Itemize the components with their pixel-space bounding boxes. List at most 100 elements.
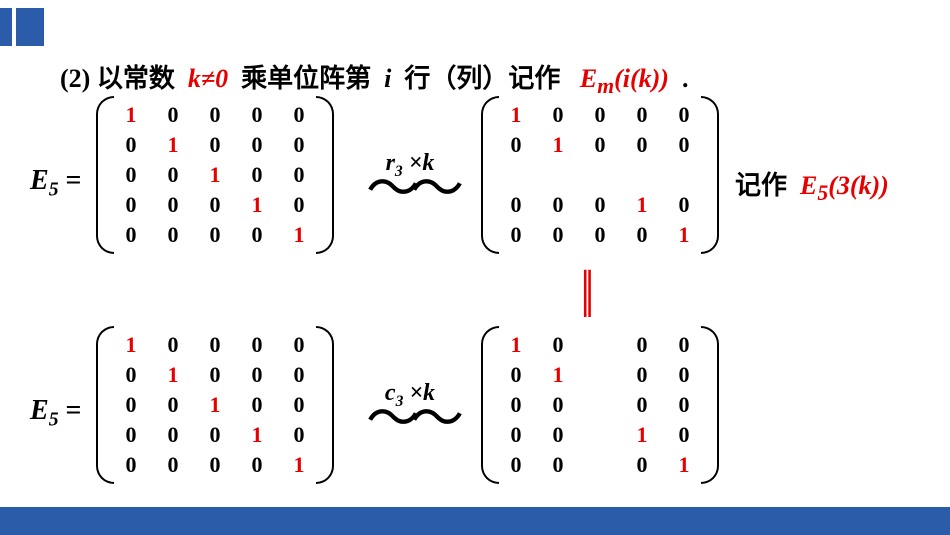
matrix-cell: 0 xyxy=(110,420,152,450)
matrix-cell: 0 xyxy=(236,130,278,160)
E5-3k: E5(3(k)) xyxy=(800,171,889,200)
matrix-cell: 0 xyxy=(152,160,194,190)
paren-r xyxy=(701,326,719,484)
matrix-cell: 0 xyxy=(495,190,537,220)
matrix-cell: 0 xyxy=(110,220,152,250)
matrix-cell: 0 xyxy=(579,100,621,130)
matrix-table: 1000001000001000001000001 xyxy=(110,100,320,250)
matrix-cell: 0 xyxy=(495,220,537,250)
matrix-cell: 0 xyxy=(152,330,194,360)
matrix-cell: 0 xyxy=(495,420,537,450)
matrix-cell: 0 xyxy=(537,390,579,420)
matrix-cell: 0 xyxy=(278,130,320,160)
matrix-cell: 0 xyxy=(110,130,152,160)
matrix-cell: 1 xyxy=(663,450,705,480)
matrix-cell: 0 xyxy=(621,390,663,420)
paren-l xyxy=(96,96,114,254)
title-seg2: 乘单位阵第 xyxy=(241,64,371,93)
matrix-cell: 0 xyxy=(236,330,278,360)
matrix-cell: 1 xyxy=(152,130,194,160)
matrix-cell: 0 xyxy=(194,420,236,450)
matrix-cell: 0 xyxy=(621,220,663,250)
matrix-cell: 0 xyxy=(537,450,579,480)
matrix-cell: 0 xyxy=(194,100,236,130)
corner-decoration xyxy=(0,8,44,46)
deco-sq xyxy=(16,8,44,46)
matrix-cell: 0 xyxy=(236,160,278,190)
matrix-cell: 1 xyxy=(495,100,537,130)
matrix-cell: 0 xyxy=(278,420,320,450)
E5-label-col: E5 = xyxy=(30,395,81,432)
title-seg1: 以常数 xyxy=(97,64,175,93)
matrix-result-col: 10000100000000100001 xyxy=(495,330,705,480)
title-period: . xyxy=(682,64,689,93)
matrix-cell: 0 xyxy=(663,390,705,420)
matrix-E5-identity-1: 1000001000001000001000001 xyxy=(110,100,320,250)
matrix-cell: 0 xyxy=(152,100,194,130)
matrix-cell: 1 xyxy=(110,100,152,130)
matrix-cell: 0 xyxy=(621,130,663,160)
matrix-cell: 1 xyxy=(495,330,537,360)
matrix-cell: 1 xyxy=(236,420,278,450)
matrix-cell: 0 xyxy=(278,190,320,220)
matrix-cell: 0 xyxy=(663,100,705,130)
paren-r xyxy=(701,96,719,254)
matrix-cell: 1 xyxy=(537,130,579,160)
matrix-cell: 0 xyxy=(621,100,663,130)
matrix-cell: 0 xyxy=(579,220,621,250)
paren-r xyxy=(316,326,334,484)
k-neq-zero: k≠0 xyxy=(188,64,228,93)
matrix-cell xyxy=(579,450,621,480)
matrix-cell: 0 xyxy=(278,330,320,360)
matrix-cell: 1 xyxy=(663,220,705,250)
matrix-cell: 0 xyxy=(621,360,663,390)
matrix-cell: 0 xyxy=(278,360,320,390)
matrix-cell xyxy=(579,160,621,190)
footer-bar xyxy=(0,507,950,535)
matrix-cell: 0 xyxy=(194,450,236,480)
paren-r xyxy=(316,96,334,254)
matrix-cell: 0 xyxy=(110,160,152,190)
matrix-cell: 0 xyxy=(194,130,236,160)
matrix-cell: 0 xyxy=(663,330,705,360)
matrix-cell: 1 xyxy=(110,330,152,360)
matrix-cell: 0 xyxy=(663,190,705,220)
matrix-cell xyxy=(579,390,621,420)
matrix-cell: 0 xyxy=(152,390,194,420)
matrix-cell: 0 xyxy=(278,100,320,130)
matrix-cell: 0 xyxy=(663,130,705,160)
matrix-cell: 0 xyxy=(537,330,579,360)
paren-l xyxy=(481,96,499,254)
matrix-cell: 1 xyxy=(621,190,663,220)
matrix-cell xyxy=(663,160,705,190)
matrix-cell: 1 xyxy=(537,360,579,390)
matrix-cell xyxy=(495,160,537,190)
index-i: i xyxy=(384,64,391,93)
matrix-cell: 0 xyxy=(194,220,236,250)
matrix-cell: 0 xyxy=(236,390,278,420)
matrix-cell: 0 xyxy=(537,190,579,220)
matrix-cell: 0 xyxy=(495,390,537,420)
matrix-cell xyxy=(537,160,579,190)
matrix-cell: 0 xyxy=(579,130,621,160)
matrix-cell: 1 xyxy=(278,220,320,250)
matrix-cell: 1 xyxy=(194,160,236,190)
matrix-cell: 0 xyxy=(236,220,278,250)
matrix-cell: 0 xyxy=(194,190,236,220)
vertical-equals: || xyxy=(580,260,589,319)
matrix-cell: 0 xyxy=(495,130,537,160)
matrix-cell: 0 xyxy=(278,390,320,420)
tilde-icon: 〜〜 xyxy=(350,181,470,197)
matrix-cell: 0 xyxy=(152,420,194,450)
matrix-result-row: 10000010000001000001 xyxy=(495,100,705,250)
matrix-cell: 1 xyxy=(152,360,194,390)
matrix-cell: 0 xyxy=(110,360,152,390)
matrix-cell: 0 xyxy=(152,450,194,480)
matrix-cell: 0 xyxy=(236,100,278,130)
matrix-cell xyxy=(579,420,621,450)
matrix-cell: 0 xyxy=(537,220,579,250)
matrix-table: 10000010000001000001 xyxy=(495,100,705,250)
matrix-cell: 0 xyxy=(110,190,152,220)
matrix-table: 10000100000000100001 xyxy=(495,330,705,480)
matrix-cell: 0 xyxy=(152,220,194,250)
